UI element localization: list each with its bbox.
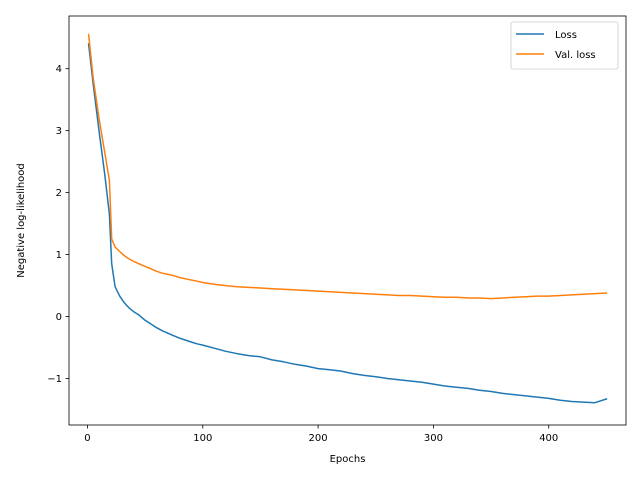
y-axis-ticks: −1 0 1 2 3 4 xyxy=(47,64,69,385)
series-line-loss xyxy=(87,43,608,404)
y-tick-label: −1 xyxy=(47,374,62,385)
legend-label: Val. loss xyxy=(555,50,596,61)
y-tick-label: 4 xyxy=(56,64,62,75)
legend-label: Loss xyxy=(555,30,577,41)
x-tick-label: 100 xyxy=(193,433,212,444)
y-tick-label: 0 xyxy=(56,312,62,323)
x-tick-label: 300 xyxy=(424,433,443,444)
x-axis-label: Epochs xyxy=(330,454,366,465)
x-tick-label: 200 xyxy=(309,433,328,444)
legend: Loss Val. loss xyxy=(510,21,619,70)
y-tick-label: 1 xyxy=(56,250,62,261)
series-lines xyxy=(87,33,608,404)
x-axis-ticks: 0 100 200 300 400 xyxy=(84,425,558,444)
series-line-val-loss xyxy=(87,33,608,300)
y-tick-label: 3 xyxy=(56,126,62,137)
x-tick-label: 0 xyxy=(84,433,90,444)
y-tick-label: 2 xyxy=(56,188,62,199)
y-axis-label: Negative log-likelihood xyxy=(16,163,27,278)
x-tick-label: 400 xyxy=(539,433,558,444)
axes-frame xyxy=(68,15,627,426)
